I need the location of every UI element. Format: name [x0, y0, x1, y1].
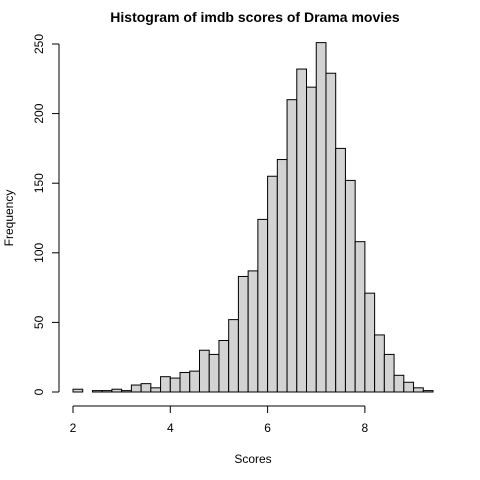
histogram-bar: [169, 377, 181, 393]
y-axis-label: Frequency: [2, 190, 16, 247]
histogram-bar: [413, 387, 424, 393]
x-axis-label: Scores: [234, 452, 271, 466]
y-tick-label: 150: [32, 173, 46, 193]
histogram-bar: [325, 72, 337, 393]
histogram-bar: [403, 381, 415, 393]
histogram-bar: [150, 387, 162, 393]
y-tick-label: 200: [32, 103, 46, 123]
histogram-bar: [296, 68, 308, 393]
histogram-bar: [354, 241, 366, 393]
y-tick-label: 0: [32, 388, 46, 395]
histogram-bar: [208, 353, 220, 393]
histogram-bar: [306, 86, 317, 393]
histogram-bar: [364, 292, 376, 393]
histogram-bar: [228, 319, 239, 393]
histogram-bar: [374, 334, 385, 393]
histogram-bar: [422, 390, 434, 393]
x-tick-label: 2: [70, 421, 77, 435]
histogram-bar: [286, 99, 298, 393]
histogram-bar: [121, 390, 132, 393]
histogram-bar: [247, 270, 259, 393]
y-axis: 0 50 100 150 200 250: [32, 34, 60, 395]
histogram-bar: [276, 159, 288, 393]
x-tick-label: 6: [264, 421, 271, 435]
histogram-bar: [101, 390, 113, 393]
histogram-bar: [72, 388, 84, 393]
histogram-bar: [315, 42, 327, 393]
x-axis: 2 4 6 8: [70, 405, 369, 435]
x-tick-label: 4: [167, 421, 174, 435]
y-tick-label: 250: [32, 34, 46, 54]
histogram-bar: [267, 175, 278, 393]
histogram-bar: [140, 383, 152, 393]
histogram-bar: [111, 388, 123, 393]
x-tick-label: 8: [362, 421, 369, 435]
histogram-bar: [91, 390, 103, 393]
histogram-bar: [189, 370, 200, 393]
histogram-bar: [198, 349, 210, 393]
bars-group: [72, 42, 434, 393]
chart-title: Histogram of imdb scores of Drama movies: [110, 9, 400, 25]
histogram-bar: [393, 374, 405, 393]
y-tick-label: 100: [32, 242, 46, 262]
histogram-bar: [179, 372, 191, 393]
histogram-bar: [160, 376, 171, 393]
y-tick-label: 50: [32, 315, 46, 329]
histogram-bar: [344, 179, 356, 393]
histogram-bar: [335, 147, 346, 393]
histogram-bar: [257, 218, 269, 393]
histogram-bar: [237, 275, 249, 393]
histogram-bar: [218, 339, 230, 393]
histogram-bar: [130, 384, 142, 393]
histogram-bar: [383, 353, 395, 393]
